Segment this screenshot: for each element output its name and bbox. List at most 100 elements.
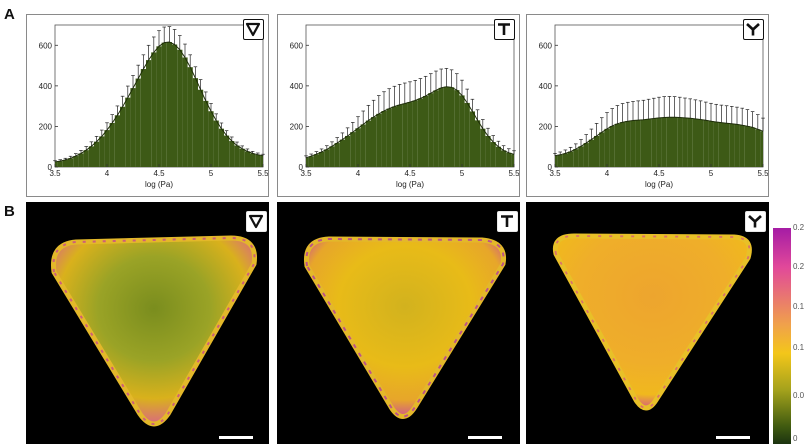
x-axis-label: log (Pa) bbox=[396, 180, 424, 189]
histogram-bar bbox=[376, 113, 382, 167]
colorbar-tick-label: 0.1 bbox=[793, 302, 805, 311]
histogram-bar bbox=[438, 87, 444, 167]
histogram-bar bbox=[345, 135, 351, 167]
histogram-bar bbox=[744, 126, 750, 167]
x-tick-label: 4 bbox=[105, 169, 110, 178]
histogram-bar bbox=[609, 126, 615, 167]
histogram-bar bbox=[651, 118, 657, 167]
histogram-bar bbox=[355, 128, 361, 167]
histogram-bar bbox=[255, 154, 261, 167]
histogram-bar bbox=[682, 117, 688, 167]
histogram-bar bbox=[381, 111, 387, 167]
x-tick-label: 5 bbox=[709, 169, 714, 178]
histogram-bar bbox=[229, 141, 235, 167]
y-shape-icon bbox=[743, 19, 764, 40]
y-shape-icon bbox=[745, 211, 766, 232]
scale-bar bbox=[716, 436, 750, 439]
histogram-bar bbox=[140, 69, 146, 167]
histogram-triangle: 3.5 4 4.5 5 5.5 0 200 400 600 log (Pa) bbox=[26, 14, 269, 197]
histogram-bar bbox=[371, 117, 377, 167]
histogram-bar bbox=[630, 120, 636, 167]
stress-map-y-shape bbox=[526, 202, 769, 444]
histogram-bar bbox=[687, 118, 693, 167]
histogram-bar bbox=[469, 111, 475, 167]
histogram-bar bbox=[120, 106, 126, 167]
histogram-bar bbox=[57, 161, 63, 167]
panel-label-a: A bbox=[4, 6, 15, 23]
histogram-bar bbox=[224, 135, 230, 167]
colorbar-tick-label: 0 bbox=[793, 434, 798, 443]
histogram-bar bbox=[313, 154, 319, 167]
x-tick-label: 4 bbox=[605, 169, 610, 178]
colorbar bbox=[773, 228, 791, 444]
colorbar-tick-label: 0.2 bbox=[793, 262, 805, 271]
y-tick-label: 200 bbox=[39, 122, 53, 131]
histogram-bar bbox=[187, 67, 193, 167]
histogram-bar bbox=[166, 42, 172, 167]
histogram-bar bbox=[599, 132, 605, 167]
x-tick-label: 4.5 bbox=[653, 169, 665, 178]
histogram-bar bbox=[718, 122, 724, 167]
histogram-bar bbox=[177, 49, 183, 167]
histogram-bar bbox=[350, 132, 356, 167]
panel-label-b: B bbox=[4, 203, 15, 220]
histogram-bar bbox=[339, 139, 345, 167]
histogram-bar bbox=[713, 121, 719, 167]
histogram-bar bbox=[182, 57, 188, 168]
histogram-bar bbox=[135, 78, 141, 167]
histogram-bar bbox=[365, 120, 371, 167]
histogram-bar bbox=[459, 95, 465, 167]
mean-line bbox=[305, 86, 515, 159]
histogram-bar bbox=[55, 161, 58, 167]
histogram-bar bbox=[480, 128, 486, 167]
histogram-bar bbox=[192, 78, 198, 167]
histogram-bar bbox=[557, 154, 563, 167]
histogram-bar bbox=[708, 121, 714, 167]
x-tick-label: 5.5 bbox=[757, 169, 768, 178]
histogram-bar bbox=[88, 146, 94, 167]
histogram-bar bbox=[604, 128, 610, 167]
histogram-bar bbox=[146, 60, 152, 167]
histogram-bar bbox=[672, 117, 678, 167]
histogram-bar bbox=[324, 149, 330, 167]
histogram-bar bbox=[334, 143, 340, 167]
histogram-bar bbox=[114, 115, 120, 167]
histogram-bar bbox=[360, 124, 366, 167]
x-tick-label: 5 bbox=[209, 169, 214, 178]
histogram-bar bbox=[68, 158, 74, 167]
histogram-bar bbox=[568, 151, 574, 167]
histogram-bar bbox=[573, 149, 579, 167]
histogram-bar bbox=[109, 122, 115, 167]
scale-bar bbox=[468, 436, 502, 439]
histogram-bar bbox=[698, 119, 704, 167]
histogram-bar bbox=[130, 88, 136, 167]
scale-bar bbox=[219, 436, 253, 439]
histogram-bar bbox=[156, 46, 162, 167]
histogram-bar bbox=[760, 131, 763, 167]
histogram-y-shape: 3.5 4 4.5 5 5.5 0 200 400 600 log (Pa) bbox=[526, 14, 769, 197]
triangle-down-icon bbox=[243, 19, 264, 40]
histogram-bar bbox=[511, 154, 514, 167]
histogram-bar bbox=[78, 153, 84, 167]
histogram-bar bbox=[625, 121, 631, 167]
histogram-bar bbox=[661, 117, 667, 167]
histogram-t-shape: 3.5 4 4.5 5 5.5 0 200 400 600 log (Pa) bbox=[277, 14, 520, 197]
histogram-bar bbox=[750, 127, 756, 167]
histogram-bar bbox=[739, 125, 745, 167]
x-axis-label: log (Pa) bbox=[645, 180, 673, 189]
y-tick-label: 0 bbox=[48, 163, 53, 172]
histogram-bar bbox=[588, 139, 594, 167]
histogram-bar bbox=[319, 151, 325, 167]
histogram-bar bbox=[203, 100, 209, 167]
x-tick-label: 5 bbox=[460, 169, 465, 178]
histogram-bar bbox=[635, 120, 641, 167]
t-shape-icon bbox=[494, 19, 515, 40]
histogram-bar bbox=[386, 108, 392, 167]
histogram-bar bbox=[244, 151, 250, 167]
histogram-plot-svg: 3.5 4 4.5 5 5.5 0 200 400 600 log (Pa) bbox=[39, 24, 268, 189]
x-tick-label: 3.5 bbox=[300, 169, 312, 178]
histogram-bar bbox=[306, 157, 309, 167]
histogram-bar bbox=[640, 119, 646, 167]
histogram-bar bbox=[125, 97, 131, 167]
colorbar-tick-label: 0.2 bbox=[793, 223, 805, 232]
